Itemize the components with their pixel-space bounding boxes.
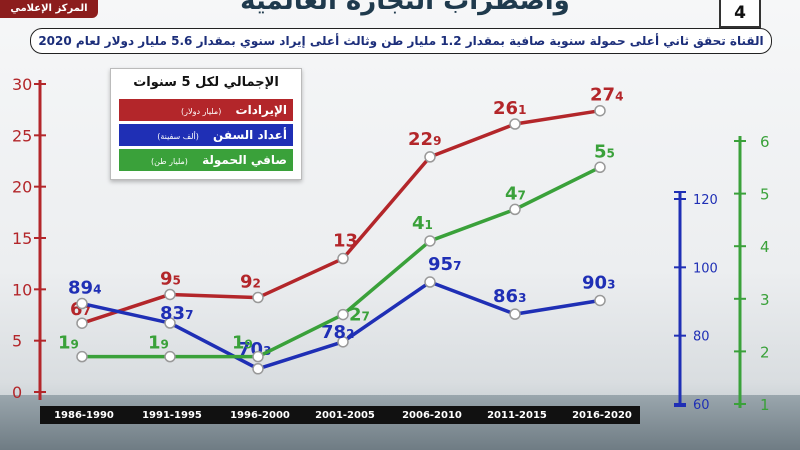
left-axis-tick-label: 25 [12, 126, 32, 145]
data-point [337, 336, 349, 348]
ships-axis-tick-label: 80 [693, 330, 710, 345]
ships-axis-tick-label: 100 [693, 261, 718, 276]
tonnage-axis-tick-label: 1 [760, 396, 770, 414]
legend-label: الإيرادات [235, 103, 287, 117]
data-point [164, 288, 176, 301]
left-axis-tick-label: 0 [12, 383, 22, 402]
legend-item-revenue: الإيرادات (مليار دولار) [119, 99, 293, 121]
data-label: 19 [58, 333, 79, 354]
x-tick-label: 1991-1995 [142, 410, 202, 421]
data-point [76, 297, 88, 310]
x-tick-label: 2006-2010 [402, 410, 462, 421]
legend-unit: (مليار طن) [151, 157, 188, 166]
data-point [594, 294, 606, 307]
x-tick-label: 2001-2005 [315, 410, 375, 421]
data-label: 782 [321, 322, 354, 343]
data-label: 274 [590, 85, 623, 106]
subtitle-banner: القناة تحقق ثاني أعلى حمولة سنوية صافية … [30, 28, 772, 54]
data-label: 55 [594, 141, 615, 162]
data-label: 894 [68, 278, 101, 299]
data-label: 863 [493, 286, 526, 307]
page-number-badge: 4 [719, 0, 761, 28]
x-tick-label: 1986-1990 [54, 410, 114, 421]
data-point [164, 350, 176, 363]
data-point [424, 151, 436, 163]
legend-item-ships: أعداد السفن (ألف سفينة) [119, 124, 293, 146]
legend-label: صافي الحمولة [202, 153, 287, 167]
data-label: 903 [582, 272, 615, 293]
data-point [594, 161, 606, 174]
legend-title: الإجمالي لكل 5 سنوات [133, 75, 279, 90]
data-point [424, 276, 436, 288]
data-point [252, 291, 264, 304]
legend-label: أعداد السفن [213, 128, 287, 142]
data-point [509, 118, 521, 130]
data-label: 92 [240, 272, 261, 293]
data-label: 19 [148, 333, 169, 354]
ships-axis-tick-label: 60 [693, 398, 710, 413]
legend-item-tonnage: صافي الحمولة (مليار طن) [119, 149, 293, 171]
tonnage-axis-tick-label: 6 [760, 133, 770, 151]
data-point [76, 350, 88, 363]
left-axis-tick-label: 30 [12, 75, 32, 94]
logo: المركز الإعلامي [0, 0, 98, 18]
ships-axis-tick-label: 120 [693, 193, 718, 208]
data-point [164, 317, 176, 329]
tonnage-axis-tick-label: 5 [760, 186, 770, 204]
left-axis-tick-label: 15 [12, 229, 32, 248]
data-label: 837 [160, 303, 193, 324]
data-point [252, 350, 264, 363]
legend-box: الإجمالي لكل 5 سنوات الإيرادات (مليار دو… [110, 68, 302, 180]
data-point [509, 203, 521, 216]
data-point [337, 252, 349, 265]
left-axis-tick-label: 10 [12, 280, 32, 299]
data-point [594, 104, 606, 117]
data-point [252, 363, 264, 375]
data-label: 13 [333, 231, 358, 252]
tonnage-axis-tick-label: 2 [760, 343, 770, 361]
legend-unit: (مليار دولار) [181, 107, 222, 116]
data-point [509, 308, 521, 320]
x-axis-bar [40, 406, 640, 424]
page-title: واضطراب التجارة العالمية [240, 0, 570, 16]
left-axis-tick-label: 20 [12, 178, 32, 197]
left-axis-tick-label: 5 [12, 332, 22, 351]
data-point [76, 317, 88, 329]
data-label: 229 [408, 129, 441, 150]
data-label: 41 [412, 213, 433, 234]
data-point [337, 308, 349, 321]
data-label: 19 [232, 333, 253, 354]
legend-unit: (ألف سفينة) [157, 132, 199, 141]
data-label: 27 [349, 305, 370, 326]
x-tick-label: 2011-2015 [487, 410, 547, 421]
data-label: 95 [160, 268, 181, 289]
tonnage-axis-tick-label: 3 [760, 291, 770, 309]
data-label: 957 [428, 254, 461, 275]
data-label: 47 [505, 183, 526, 204]
data-label: 261 [493, 98, 526, 119]
tonnage-axis-tick-label: 4 [760, 238, 770, 256]
x-tick-label: 1996-2000 [230, 410, 290, 421]
x-tick-label: 2016-2020 [572, 410, 632, 421]
data-point [424, 235, 436, 247]
